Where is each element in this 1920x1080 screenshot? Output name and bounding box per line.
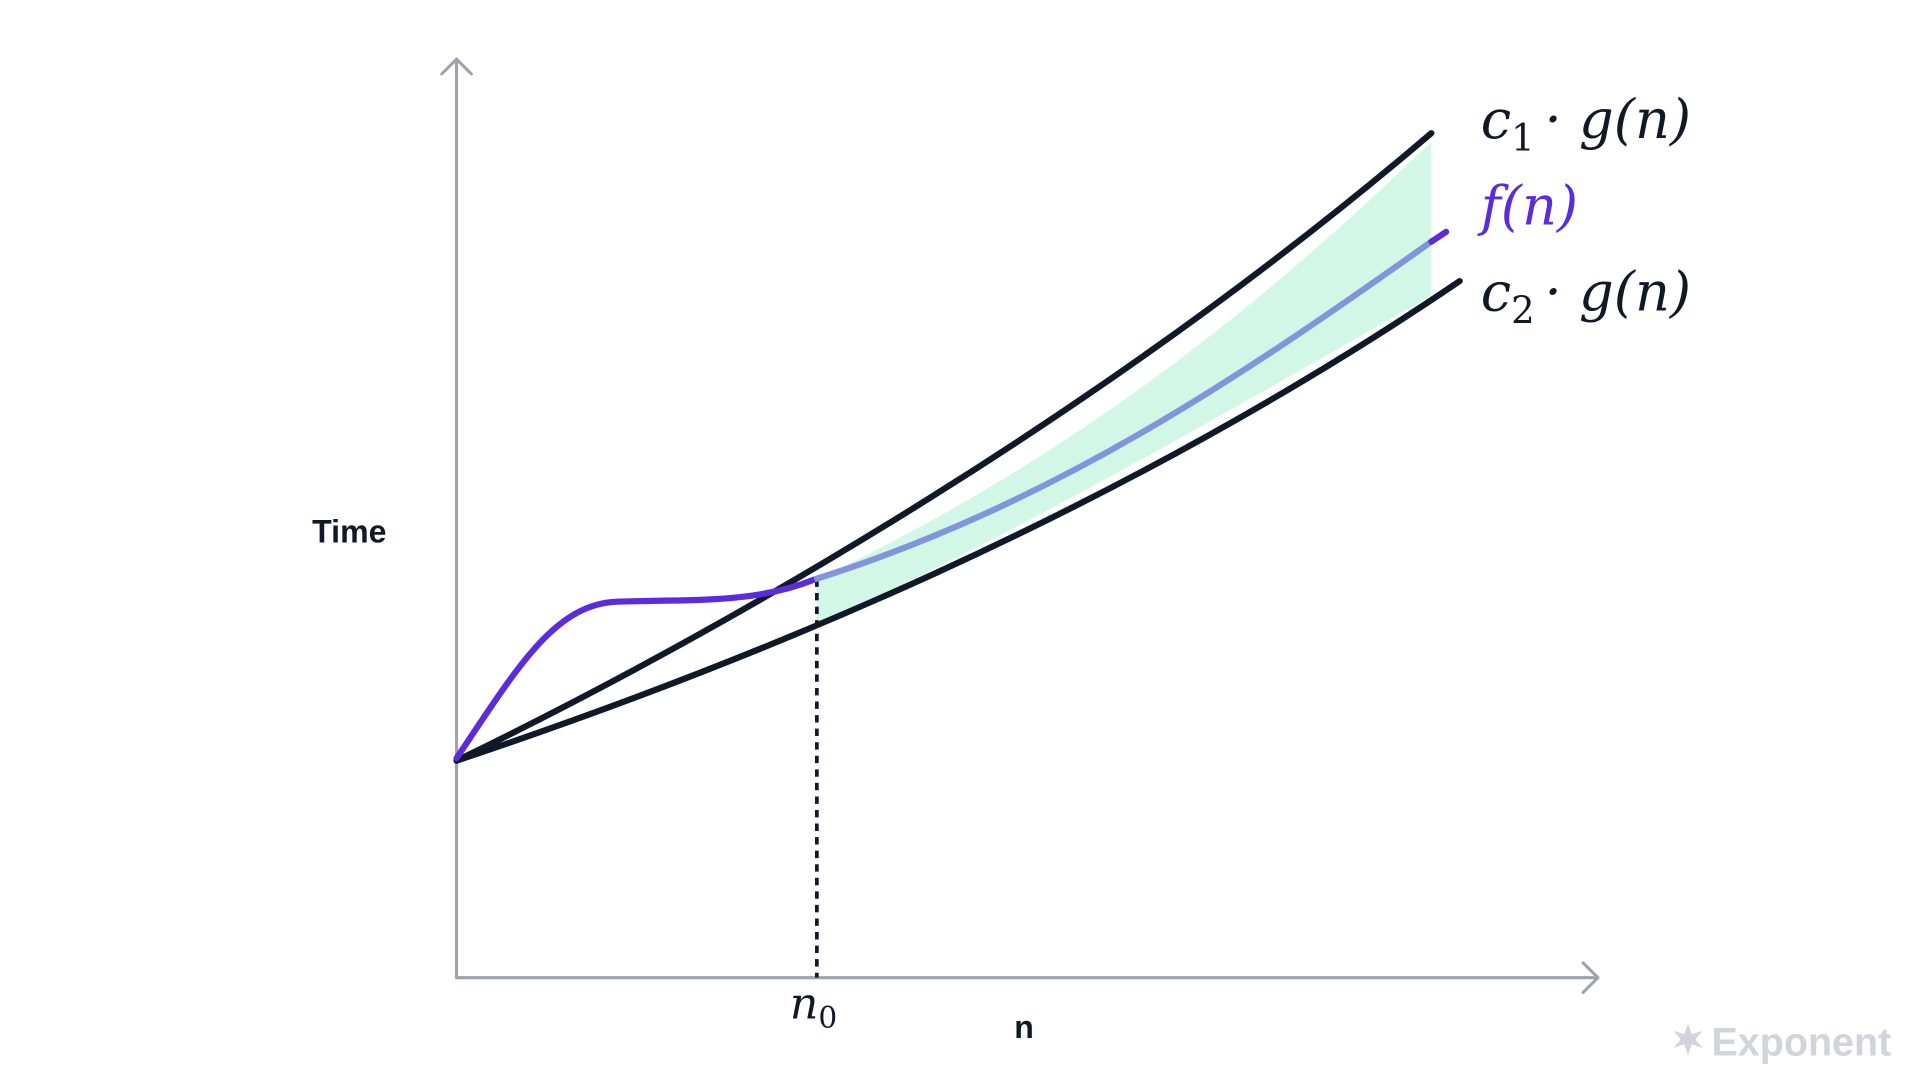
theta-band bbox=[816, 141, 1432, 626]
f-curve-start bbox=[453, 576, 818, 762]
f-label: f(n) bbox=[1477, 174, 1578, 237]
c2-curve bbox=[453, 278, 1463, 764]
f-curve-end bbox=[1428, 228, 1450, 245]
logo-text: Exponent bbox=[1711, 1020, 1891, 1064]
logo: Exponent bbox=[1673, 1020, 1891, 1064]
f-curve-band bbox=[813, 239, 1434, 583]
c1-curve bbox=[453, 130, 1435, 764]
c1-label: c1 · g(n) bbox=[1481, 88, 1691, 159]
n0-label: n0 bbox=[790, 978, 837, 1035]
axes bbox=[440, 57, 1600, 995]
y-axis-label: Time bbox=[312, 513, 386, 549]
c2-label: c2 · g(n) bbox=[1481, 261, 1691, 332]
logo-star bbox=[1673, 1023, 1703, 1056]
x-axis-label: n bbox=[1014, 1009, 1034, 1045]
